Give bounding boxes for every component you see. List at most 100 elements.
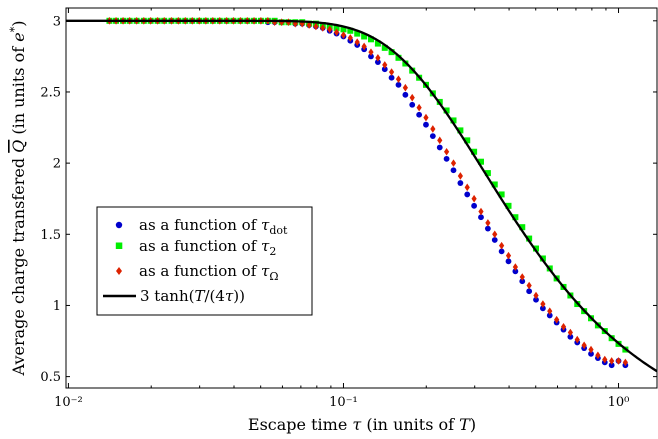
data-point [388, 74, 395, 81]
data-point [374, 59, 381, 65]
data-point [395, 81, 402, 88]
data-point [272, 18, 278, 27]
data-point [347, 27, 354, 34]
data-point [547, 307, 553, 315]
data-point [395, 75, 402, 83]
data-point [320, 24, 326, 32]
data-point [533, 296, 539, 303]
data-point [485, 219, 491, 227]
y-tick-label: 1.5 [40, 228, 61, 243]
data-point [340, 26, 347, 33]
y-tick-label: 1 [53, 299, 61, 314]
data-point [533, 291, 539, 300]
data-point [574, 335, 580, 344]
y-axis-title: Average charge transfered Q (in units of… [8, 21, 29, 377]
data-point [340, 31, 347, 39]
x-tick-label: 10⁰ [608, 395, 630, 410]
axis-ticks: 0.5 1 1.5 2 2.5 3 10⁻² 10⁻¹ 10⁰ [40, 8, 657, 410]
data-point [608, 362, 615, 369]
y-tick-label: 2 [53, 157, 61, 172]
x-tick-label: 10⁻² [54, 395, 83, 410]
data-point [457, 180, 464, 186]
data-point [588, 350, 594, 357]
data-point [540, 300, 546, 308]
data-point [622, 358, 628, 367]
data-point [464, 137, 471, 144]
legend-marker-tau-dot [115, 221, 123, 229]
data-point [505, 251, 512, 260]
data-point [430, 125, 436, 133]
data-point [491, 181, 498, 188]
data-point [519, 224, 526, 231]
data-point [526, 235, 533, 242]
data-point [464, 183, 470, 192]
data-point [354, 38, 360, 46]
tanh-curve [66, 19, 657, 373]
data-point [505, 202, 512, 209]
data-point [519, 278, 526, 285]
data-point [423, 121, 429, 128]
data-point [560, 323, 567, 331]
data-point [361, 42, 367, 51]
legend-label-tau-2: as a function of τ2 [139, 237, 276, 258]
data-point [443, 107, 450, 114]
data-point [581, 341, 587, 350]
data-point [395, 54, 402, 61]
data-point [443, 147, 450, 156]
data-point [436, 144, 443, 151]
x-tick-label: 10⁻¹ [329, 395, 358, 410]
data-point [492, 230, 498, 239]
data-point [512, 214, 519, 221]
legend-label-tanh: 3 tanh(T/(4τ)) [140, 287, 245, 305]
data-point [512, 268, 519, 275]
data-point [567, 328, 573, 337]
data-point [471, 148, 478, 155]
data-point [347, 34, 353, 42]
data-point [279, 18, 285, 27]
data-point [478, 214, 484, 221]
legend: as a function of τdot as a function of τ… [96, 206, 313, 316]
data-point [361, 33, 368, 40]
data-point [409, 101, 416, 108]
data-point [402, 91, 409, 98]
legend-marker-tau-2 [115, 242, 123, 249]
data-point [354, 30, 361, 37]
data-point [368, 53, 374, 60]
series-1 [106, 17, 629, 369]
data-point [450, 167, 457, 174]
data-point [478, 207, 484, 216]
data-point [499, 241, 505, 250]
data-point [388, 49, 395, 56]
data-point [416, 111, 423, 118]
data-point [567, 333, 574, 340]
data-point [615, 357, 622, 365]
data-point [539, 305, 546, 312]
data-point [498, 191, 505, 198]
data-point [409, 93, 415, 102]
data-point [464, 191, 471, 198]
data-point [333, 24, 340, 31]
data-point [374, 40, 381, 47]
data-point [402, 83, 408, 92]
data-point [484, 170, 491, 177]
data-point [498, 248, 505, 255]
data-point [306, 21, 312, 29]
data-point [443, 155, 450, 162]
data-point [450, 159, 457, 167]
data-point [457, 172, 463, 180]
data-point [381, 44, 388, 51]
data-point [533, 245, 540, 252]
data-point [484, 225, 491, 232]
data-point [333, 28, 340, 36]
data-point [546, 312, 553, 319]
data-point [595, 351, 601, 360]
data-point [381, 66, 388, 73]
data-point [491, 237, 498, 243]
data-point [382, 61, 388, 69]
data-point [416, 103, 422, 112]
plot-area [66, 17, 657, 373]
data-point [457, 127, 464, 134]
data-point [602, 355, 608, 364]
y-tick-label: 3 [53, 14, 61, 29]
